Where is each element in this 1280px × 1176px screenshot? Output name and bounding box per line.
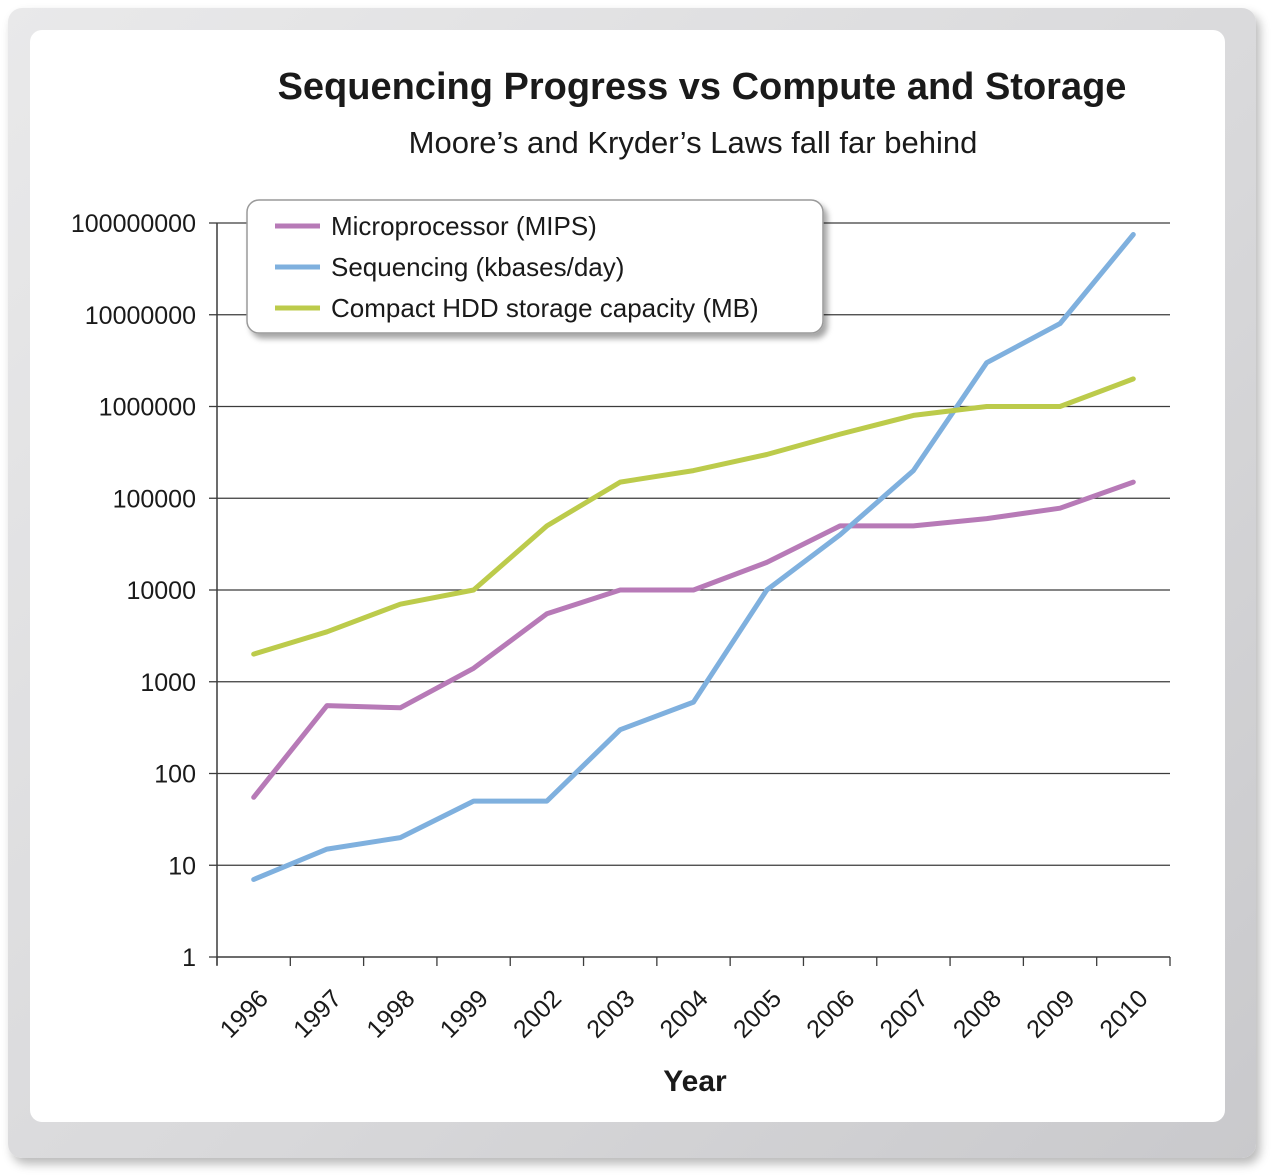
x-axis-ticks: 1996 1997 1998 1999 2002 2003 2004 2005 2006 2007… xyxy=(215,957,1171,1044)
y-tick-label: 1000000 xyxy=(99,394,196,422)
x-tick-label: 1998 xyxy=(361,984,420,1043)
legend-label: Sequencing (kbases/day) xyxy=(331,252,624,282)
y-tick-label: 10000000 xyxy=(85,302,196,330)
x-tick-label: 2009 xyxy=(1021,984,1080,1043)
x-tick-label: 1997 xyxy=(288,984,347,1043)
x-tick-label: 2002 xyxy=(508,984,567,1043)
series-lines xyxy=(251,232,1136,882)
legend-label: Microprocessor (MIPS) xyxy=(331,211,597,241)
chart-subtitle: Moore’s and Kryder’s Laws fall far behin… xyxy=(409,125,978,160)
y-tick-label: 100000000 xyxy=(71,210,196,238)
chart-title: Sequencing Progress vs Compute and Stora… xyxy=(278,66,1127,108)
x-tick-label: 1996 xyxy=(215,984,274,1043)
series-line xyxy=(251,376,1136,657)
series-line xyxy=(251,232,1136,882)
legend-items: Microprocessor (MIPS) Sequencing (kbases/… xyxy=(275,211,759,323)
y-tick-label: 1000 xyxy=(140,669,196,697)
y-axis-ticks: 1 10 100 1000 10000 100000 1000000 10000000 1000… xyxy=(71,210,217,972)
axes xyxy=(216,223,1170,965)
x-tick-label: 2005 xyxy=(728,984,787,1043)
y-tick-label: 1 xyxy=(182,944,196,972)
legend: Microprocessor (MIPS) Sequencing (kbases/… xyxy=(246,199,824,334)
x-tick-label: 1999 xyxy=(435,984,494,1043)
x-tick-label: 2004 xyxy=(655,984,714,1043)
x-axis-title: Year xyxy=(663,1065,727,1098)
legend-label: Compact HDD storage capacity (MB) xyxy=(331,293,759,323)
y-tick-label: 100000 xyxy=(113,485,196,513)
x-tick-label: 2008 xyxy=(948,984,1007,1043)
legend-box xyxy=(246,199,824,334)
x-tick-label: 2010 xyxy=(1094,984,1153,1043)
y-tick-label: 10 xyxy=(168,852,196,880)
x-tick-label: 2003 xyxy=(581,984,640,1043)
y-tick-label: 10000 xyxy=(126,577,196,605)
y-tick-label: 100 xyxy=(154,761,196,789)
x-tick-label: 2006 xyxy=(801,984,860,1043)
series-line xyxy=(251,479,1136,800)
x-tick-label: 2007 xyxy=(875,984,934,1043)
